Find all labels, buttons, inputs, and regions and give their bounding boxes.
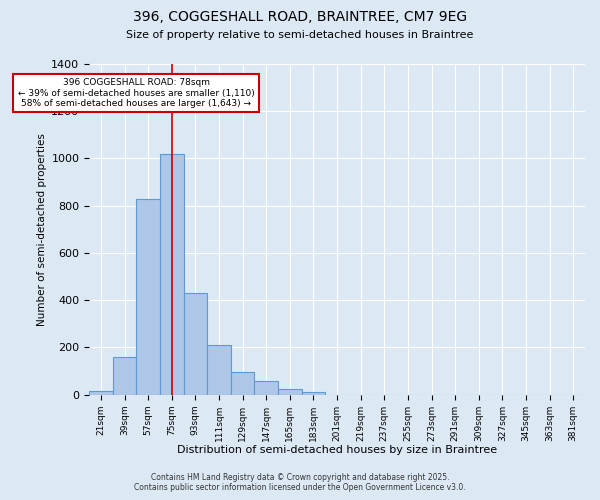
- Bar: [207, 345, 231, 395]
- X-axis label: Distribution of semi-detached houses by size in Braintree: Distribution of semi-detached houses by …: [177, 445, 497, 455]
- Bar: [89, 391, 113, 394]
- Y-axis label: Number of semi-detached properties: Number of semi-detached properties: [37, 133, 47, 326]
- Bar: [160, 154, 184, 394]
- Text: 396 COGGESHALL ROAD: 78sqm
← 39% of semi-detached houses are smaller (1,110)
58%: 396 COGGESHALL ROAD: 78sqm ← 39% of semi…: [18, 78, 254, 108]
- Bar: [254, 380, 278, 394]
- Bar: [113, 357, 136, 395]
- Bar: [231, 372, 254, 394]
- Bar: [278, 389, 302, 394]
- Text: 396, COGGESHALL ROAD, BRAINTREE, CM7 9EG: 396, COGGESHALL ROAD, BRAINTREE, CM7 9EG: [133, 10, 467, 24]
- Bar: [136, 198, 160, 394]
- Bar: [184, 293, 207, 394]
- Text: Size of property relative to semi-detached houses in Braintree: Size of property relative to semi-detach…: [127, 30, 473, 40]
- Bar: [302, 392, 325, 394]
- Text: Contains HM Land Registry data © Crown copyright and database right 2025.
Contai: Contains HM Land Registry data © Crown c…: [134, 473, 466, 492]
